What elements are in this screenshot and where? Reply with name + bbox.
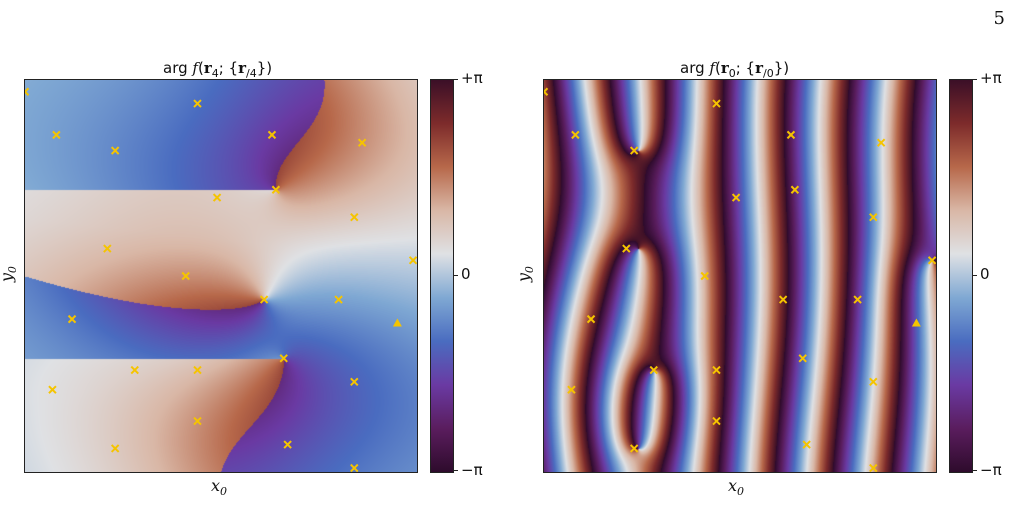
- x-marker: [869, 212, 878, 222]
- x-marker: [629, 146, 639, 155]
- colorbar-tick-min: −π: [980, 461, 1002, 479]
- x-marker: [193, 416, 202, 426]
- x-marker: [629, 444, 639, 453]
- x-marker: [110, 146, 120, 155]
- x-marker: [869, 377, 878, 387]
- x-marker: [778, 295, 788, 304]
- x-marker: [193, 99, 202, 108]
- x-marker: [267, 130, 277, 140]
- y-axis-label: y0: [513, 266, 537, 283]
- x-marker: [869, 463, 878, 472]
- x-marker: [279, 354, 288, 363]
- colorbar-tick-min: −π: [461, 461, 483, 479]
- colorbar-tick-max: +π: [461, 69, 483, 87]
- chart-panel-left: arg f(r4; {r/4}) y0 x0 +π 0 −π: [0, 55, 500, 515]
- x-marker: [334, 295, 343, 304]
- triangle-marker: [911, 318, 921, 327]
- x-marker: [271, 185, 281, 194]
- x-marker: [571, 130, 580, 140]
- x-marker: [567, 385, 576, 394]
- chart-title: arg f(r0; {r/0}): [680, 59, 790, 80]
- x-marker: [193, 365, 202, 375]
- colorbar: [430, 79, 454, 473]
- x-marker: [798, 354, 807, 363]
- x-marker: [283, 440, 292, 449]
- x-marker: [586, 314, 596, 324]
- x-marker: [790, 185, 800, 194]
- x-marker: [25, 87, 30, 96]
- colorbar-tick-zero: 0: [461, 265, 471, 283]
- marker-layer: [25, 87, 417, 472]
- colorbar: [949, 79, 973, 473]
- x-marker: [408, 256, 417, 265]
- x-marker: [622, 244, 631, 253]
- colorbar-tick-zero: 0: [980, 265, 990, 283]
- x-marker: [67, 314, 77, 324]
- x-marker: [350, 212, 359, 222]
- page-number: 5: [993, 8, 1005, 29]
- heatmap-plot: [24, 79, 418, 473]
- heatmap-plot: [543, 79, 937, 473]
- x-marker: [212, 193, 222, 202]
- x-marker: [259, 295, 269, 304]
- phase-heatmap: [544, 80, 936, 472]
- x-marker: [786, 130, 796, 140]
- x-marker: [350, 377, 359, 387]
- x-marker: [130, 365, 139, 375]
- x-marker: [649, 365, 658, 375]
- colorbar-tick-max: +π: [980, 69, 1002, 87]
- x-marker: [357, 138, 367, 147]
- y-axis-label: y0: [0, 266, 20, 282]
- x-marker: [712, 99, 721, 108]
- x-marker: [700, 271, 709, 281]
- phase-heatmap: [25, 80, 417, 472]
- x-marker: [350, 463, 359, 472]
- x-marker: [48, 385, 57, 394]
- x-axis-label: x0: [728, 476, 745, 499]
- x-marker: [802, 440, 811, 449]
- x-marker: [731, 193, 741, 202]
- x-marker: [853, 295, 862, 304]
- x-axis-label: x0: [211, 476, 228, 499]
- x-marker: [712, 365, 721, 375]
- x-marker: [110, 444, 120, 453]
- x-marker: [544, 87, 549, 96]
- marker-layer: [544, 87, 936, 472]
- x-marker: [52, 130, 61, 140]
- x-marker: [103, 244, 112, 253]
- x-marker: [927, 256, 936, 265]
- x-marker: [181, 271, 190, 281]
- x-marker: [712, 416, 721, 426]
- chart-title: arg f(r4; {r/4}): [163, 59, 273, 80]
- triangle-marker: [392, 318, 402, 327]
- chart-panel-right: arg f(r0; {r/0}) y0 x0 +π 0 −π: [513, 55, 1017, 515]
- x-marker: [876, 138, 886, 147]
